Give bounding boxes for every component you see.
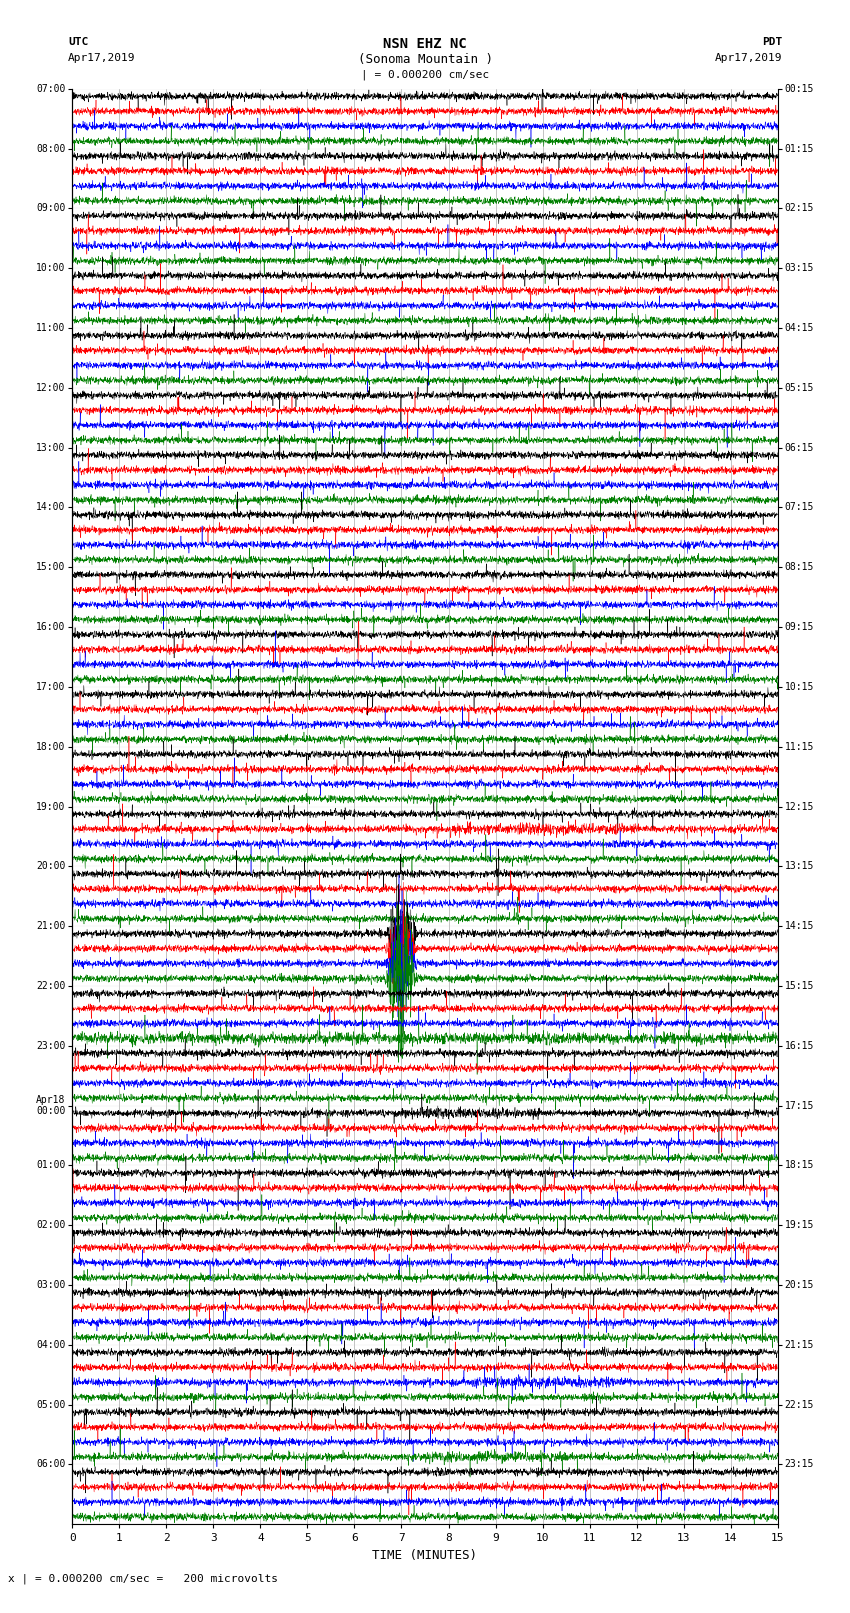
Text: Apr17,2019: Apr17,2019 — [68, 53, 135, 63]
Text: x | = 0.000200 cm/sec =   200 microvolts: x | = 0.000200 cm/sec = 200 microvolts — [8, 1573, 279, 1584]
Text: (Sonoma Mountain ): (Sonoma Mountain ) — [358, 53, 492, 66]
Text: NSN EHZ NC: NSN EHZ NC — [383, 37, 467, 52]
X-axis label: TIME (MINUTES): TIME (MINUTES) — [372, 1548, 478, 1561]
Text: | = 0.000200 cm/sec: | = 0.000200 cm/sec — [361, 69, 489, 81]
Text: Apr17,2019: Apr17,2019 — [715, 53, 782, 63]
Text: PDT: PDT — [762, 37, 782, 47]
Text: UTC: UTC — [68, 37, 88, 47]
